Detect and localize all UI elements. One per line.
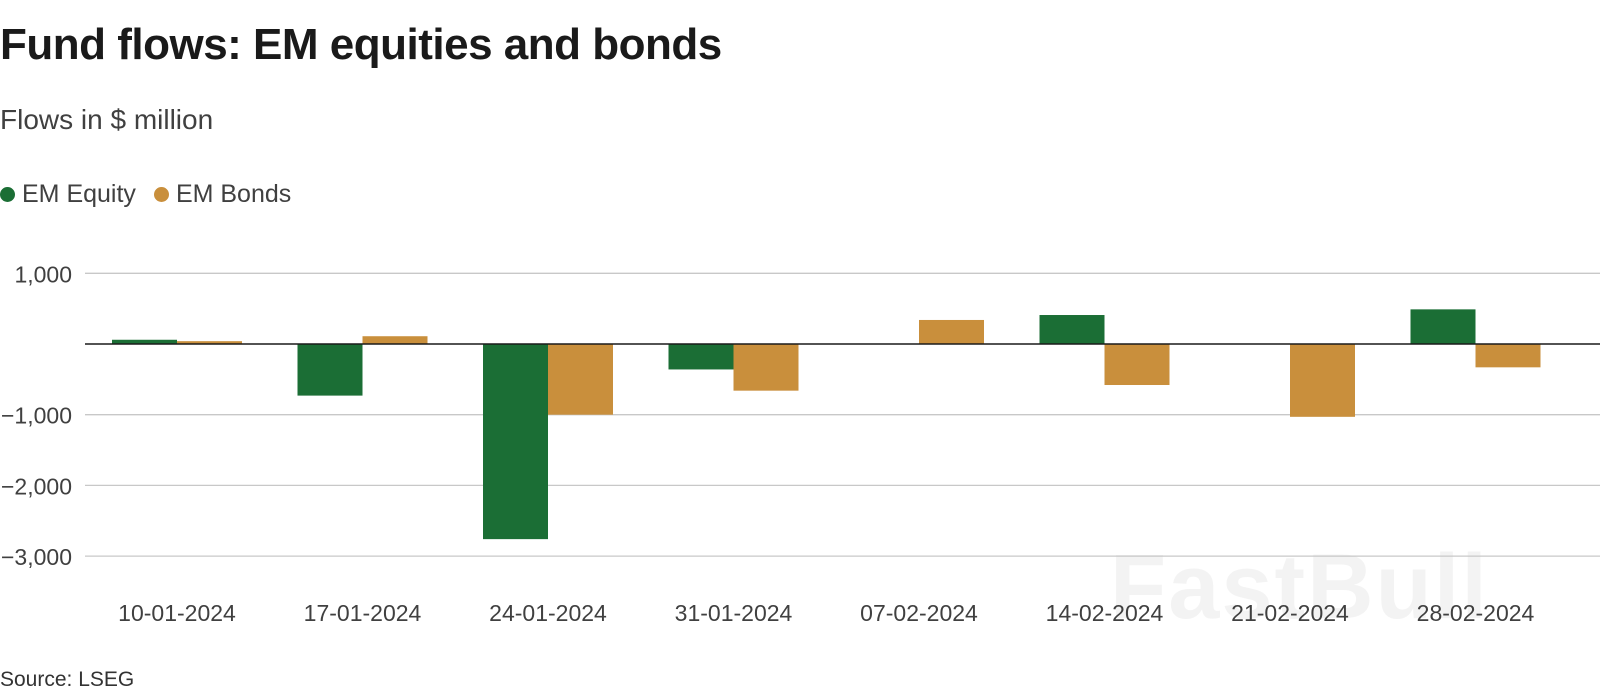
bar-em-equity — [1039, 315, 1105, 344]
legend-swatch-em-equity — [0, 187, 15, 202]
x-tick-label: 10-01-2024 — [118, 600, 236, 626]
legend-label-em-equity: EM Equity — [22, 180, 136, 208]
legend-item-em-bonds: EM Bonds — [153, 180, 292, 209]
bar-em-equity — [112, 339, 177, 344]
bar-em-bonds — [362, 336, 428, 344]
bar-em-bonds — [733, 344, 799, 391]
x-tick-label: 07-02-2024 — [860, 600, 978, 626]
chart-title: Fund flows: EM equities and bonds — [0, 20, 722, 69]
legend-swatch-em-bonds — [153, 187, 169, 202]
bar-em-bonds — [1104, 344, 1170, 386]
x-tick-label: 31-01-2024 — [675, 600, 793, 626]
bar-em-equity — [1410, 309, 1476, 344]
chart-subtitle: Flows in $ million — [0, 104, 214, 135]
bar-em-equity — [483, 344, 548, 540]
bar-em-equity — [297, 344, 363, 396]
bar-em-bonds — [177, 341, 242, 344]
legend: EM Equity EM Bonds — [0, 180, 309, 209]
legend-label-em-bonds: EM Bonds — [175, 180, 292, 208]
bar-em-bonds — [1290, 344, 1355, 417]
bar-em-bonds — [1475, 344, 1541, 368]
x-tick-label: 21-02-2024 — [1231, 600, 1349, 626]
x-tick-label: 28-02-2024 — [1417, 600, 1535, 626]
x-tick-label: 14-02-2024 — [1046, 600, 1164, 626]
y-tick-label: 1,000 — [14, 261, 72, 287]
x-tick-label: 17-01-2024 — [304, 600, 422, 626]
y-tick-label: −3,000 — [1, 544, 72, 570]
source-note: Source: LSEG — [0, 668, 135, 691]
y-tick-label: −1,000 — [1, 403, 72, 429]
legend-item-em-equity: EM Equity — [0, 180, 136, 209]
bar-em-bonds — [548, 344, 613, 415]
y-tick-label: −2,000 — [1, 473, 72, 499]
bar-em-bonds — [919, 319, 984, 344]
bar-em-equity — [668, 344, 734, 370]
x-tick-label: 24-01-2024 — [489, 600, 607, 626]
